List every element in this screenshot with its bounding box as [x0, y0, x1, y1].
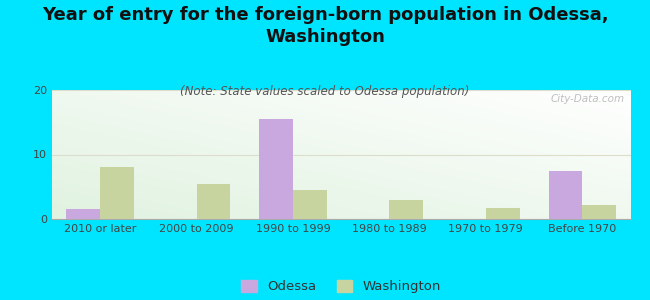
Bar — [549, 171, 582, 219]
Bar — [196, 184, 230, 219]
Bar — [100, 167, 134, 219]
Bar — [486, 208, 519, 219]
Legend: Odessa, Washington: Odessa, Washington — [236, 274, 447, 298]
Bar — [66, 209, 100, 219]
Text: Year of entry for the foreign-born population in Odessa,
Washington: Year of entry for the foreign-born popul… — [42, 6, 608, 46]
Bar — [293, 190, 327, 219]
Bar — [582, 205, 616, 219]
Bar — [389, 200, 423, 219]
Text: City-Data.com: City-Data.com — [551, 94, 625, 104]
Bar — [259, 119, 293, 219]
Text: (Note: State values scaled to Odessa population): (Note: State values scaled to Odessa pop… — [180, 85, 470, 98]
